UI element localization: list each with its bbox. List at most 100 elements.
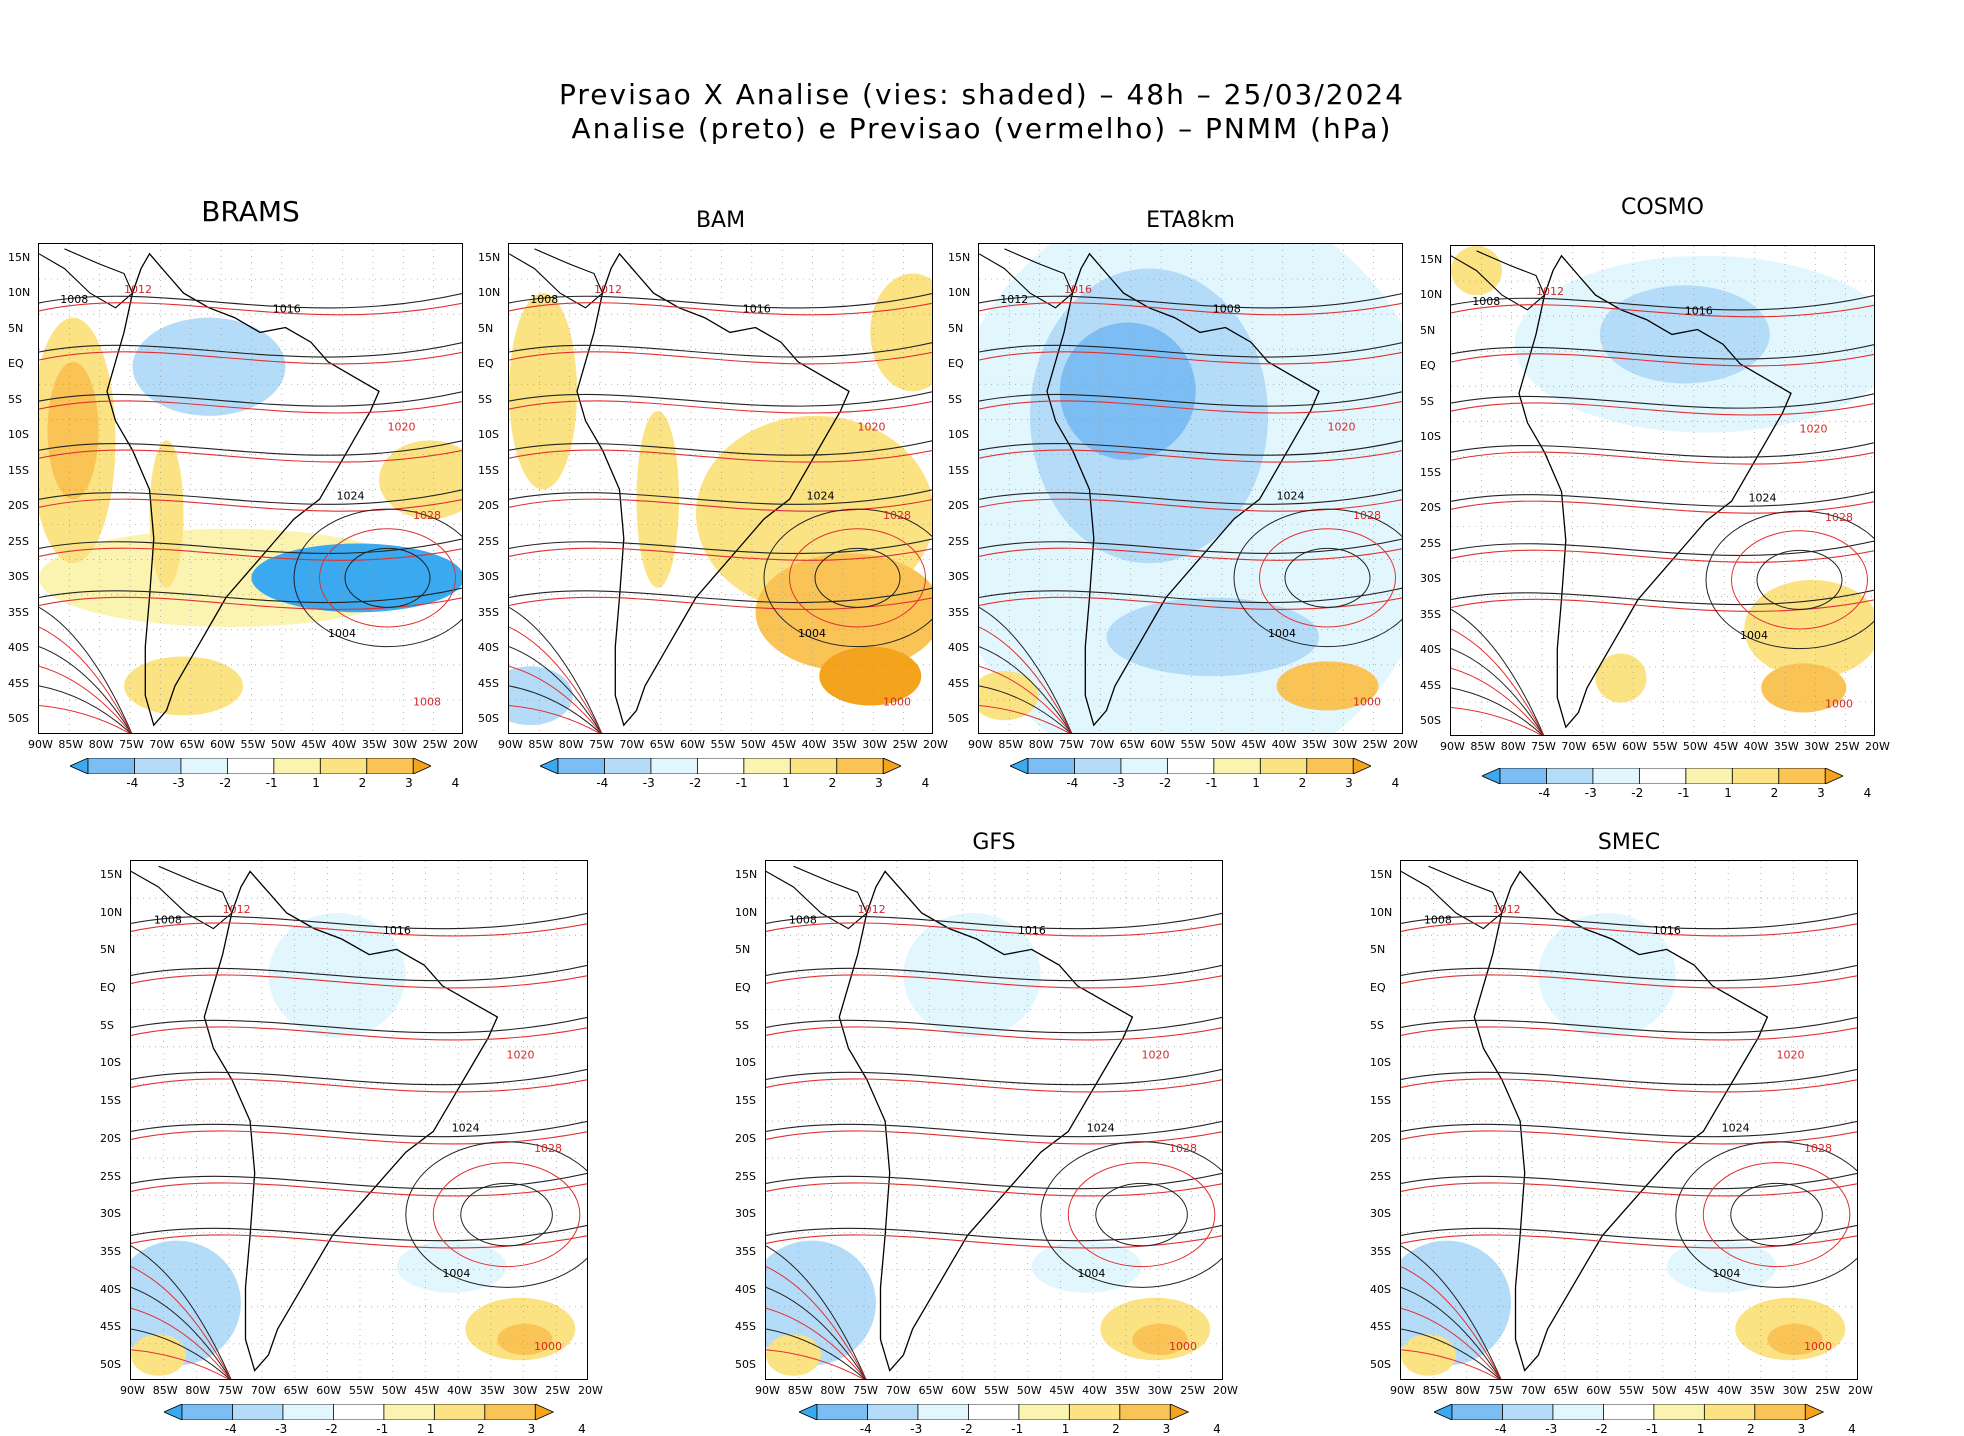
- isobar-forecast: [1451, 451, 1874, 465]
- lon-tick-label: 55W: [349, 1384, 374, 1397]
- isobar-layer: [1401, 912, 1857, 1379]
- isobar-label: 1024: [807, 489, 835, 502]
- colorbar-label: 1: [426, 1422, 435, 1436]
- lon-tick-label: 65W: [1591, 740, 1617, 753]
- colorbar-segment: [1166, 757, 1215, 775]
- isobar-low-sw: [979, 626, 1073, 733]
- isobar-analysis: [1451, 393, 1874, 409]
- map-svg: 1008 1012 1016 1020 1024 1028 1004 1000: [1451, 246, 1874, 735]
- colorbar-segment: [1545, 767, 1594, 785]
- isobar-low-sw: [509, 626, 603, 733]
- isobar-analysis: [131, 1172, 587, 1190]
- colorbar: [1008, 757, 1373, 778]
- map-eta8km: 1012 1016 1008 1020 1024 1028 1004 1000: [978, 243, 1403, 734]
- bias-layer: [39, 317, 462, 716]
- isobar-label: 1008: [530, 293, 558, 306]
- isobar-low-sw: [1451, 628, 1545, 735]
- isobar-forecast: [1401, 974, 1857, 989]
- isobar-label: 1016: [1653, 924, 1681, 937]
- lon-tick-label: 40W: [1271, 738, 1297, 751]
- panel-title-gfs: GFS: [972, 830, 1016, 855]
- isobar-analysis: [1401, 1224, 1857, 1242]
- isobar-label: 1008: [413, 696, 441, 709]
- lat-tick-label: 30S: [1420, 572, 1441, 586]
- bias-shading-patch: [131, 1240, 241, 1366]
- colorbar-segment: [226, 757, 275, 775]
- lon-tick-label: 20W: [1393, 738, 1418, 751]
- lon-tick-label: 90W: [1390, 1384, 1415, 1397]
- isobar-low-sw: [979, 685, 1071, 733]
- bias-shading-patch: [47, 361, 99, 500]
- isobar-low-sw: [1401, 1328, 1501, 1379]
- lon-tick-label: 50W: [1651, 1384, 1677, 1397]
- lon-tick-label: 50W: [270, 738, 296, 751]
- isobar-forecast: [766, 922, 1222, 937]
- isobar-analysis: [766, 1016, 1222, 1034]
- lat-tick-label: 10S: [735, 1056, 756, 1070]
- lon-tick-label: 55W: [1619, 1384, 1644, 1397]
- lat-tick-label: 30S: [8, 570, 29, 584]
- colorbar-segment: [1306, 757, 1354, 775]
- lat-tick-label: 20S: [948, 499, 969, 513]
- colorbar-segment: [867, 1403, 919, 1421]
- isobar-label: 1028: [1804, 1142, 1832, 1155]
- lat-tick-label: 40S: [8, 641, 29, 655]
- bias-shading-patch: [1595, 653, 1647, 703]
- colorbar-segment: [557, 757, 605, 775]
- isobar-low-sw: [979, 665, 1072, 733]
- lon-tick-label: 50W: [1210, 738, 1236, 751]
- bias-shading-patch: [1106, 597, 1319, 677]
- colorbar-segment: [650, 757, 698, 775]
- isobar-low-sw: [766, 1349, 865, 1379]
- isobar-analysis: [1451, 540, 1874, 556]
- lon-tick-label: 70W: [250, 1384, 276, 1397]
- colorbar-segment: [273, 757, 321, 775]
- isobar-label: 1012: [1000, 293, 1028, 306]
- lat-tick-label: 35S: [1370, 1244, 1391, 1258]
- isobar-layer: [131, 912, 587, 1379]
- isobar-label: 1020: [388, 421, 416, 434]
- lon-tick-label: 90W: [968, 738, 993, 751]
- colorbar-label: -2: [325, 1422, 338, 1436]
- lat-tick-label: 50S: [478, 712, 499, 725]
- lon-tick-label: 60W: [316, 1384, 342, 1397]
- lat-tick-label: 10S: [1370, 1056, 1391, 1070]
- map-smec: 1008 1012 1016 1020 1024 1028 1004 1000: [1400, 860, 1858, 1380]
- isobar-low-sw: [39, 626, 133, 733]
- bias-shading-patch: [979, 671, 1039, 721]
- isobar-forecast: [131, 1182, 587, 1197]
- bias-shading-patch: [636, 410, 679, 588]
- isobar-forecast: [1401, 1130, 1857, 1145]
- isobar-forecast: [766, 974, 1222, 989]
- isobar-analysis: [979, 489, 1402, 505]
- isobar-high-atlantic: [1284, 547, 1371, 608]
- colorbar-segment: [743, 757, 791, 775]
- isobar-label: 1028: [1353, 509, 1381, 522]
- panel-title-eta8km: ETA8km: [1146, 208, 1235, 233]
- colorbar-arrow-left: [1008, 757, 1029, 775]
- lat-tick-label: 10N: [8, 286, 31, 300]
- lon-tick-label: 75W: [1531, 740, 1556, 753]
- colorbar-label: 3: [1817, 786, 1825, 800]
- colorbar-label: -2: [1595, 1422, 1608, 1436]
- lat-tick-label: 30S: [478, 570, 499, 584]
- colorbar-arrow-left: [798, 1403, 818, 1421]
- colorbar-label: 1: [782, 776, 790, 790]
- isobar-forecast: [39, 351, 462, 365]
- isobar-label: 1004: [1268, 627, 1296, 640]
- isobar-forecast: [39, 400, 462, 414]
- isobar-layer: [979, 292, 1402, 733]
- isobar-label: 1020: [507, 1049, 535, 1062]
- lon-tick-label: 20W: [1848, 1384, 1873, 1397]
- isobar-label: 1016: [1064, 283, 1092, 296]
- lon-tick-label: 80W: [88, 738, 114, 751]
- colorbar-label: -3: [172, 776, 185, 790]
- lat-tick-label: 45S: [1420, 678, 1441, 692]
- lat-tick-label: 25S: [948, 534, 969, 548]
- isobar-low-sw: [1401, 1266, 1502, 1379]
- colorbar-label: -3: [910, 1422, 923, 1436]
- colorbar-label: -4: [859, 1422, 872, 1436]
- isobar-label: 1016: [273, 303, 301, 316]
- isobar-label: 1004: [328, 627, 356, 640]
- lat-tick-label: 50S: [735, 1358, 756, 1371]
